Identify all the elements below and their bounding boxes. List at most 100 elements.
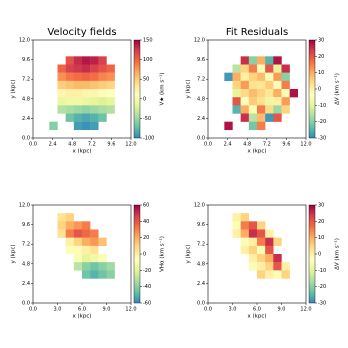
- cell: [98, 89, 107, 98]
- y-tick-label: 7.2: [22, 242, 30, 248]
- cell: [248, 113, 258, 122]
- cell: [273, 97, 282, 106]
- y-tick-label: 12.0: [19, 38, 30, 44]
- cell: [248, 97, 258, 106]
- cell: [98, 72, 107, 82]
- cell: [224, 121, 233, 131]
- cell: [281, 89, 290, 98]
- cell: [57, 72, 66, 82]
- cell: [82, 64, 91, 73]
- cell: [248, 89, 258, 98]
- colorbar: [308, 204, 316, 304]
- x-tick-label: 12.0: [300, 142, 311, 148]
- cell: [98, 237, 107, 247]
- x-tick-label: 2.4: [224, 142, 232, 148]
- cell: [82, 254, 91, 263]
- cell: [257, 72, 266, 82]
- x-tick-label: 3.0: [54, 307, 62, 313]
- cell: [49, 121, 58, 131]
- cell: [65, 105, 75, 114]
- x-tick-label: 4.8: [243, 142, 251, 148]
- cell: [248, 237, 258, 247]
- cell: [90, 89, 99, 98]
- cell: [281, 270, 290, 279]
- colorbar-tick-label: 100: [143, 57, 153, 63]
- cell: [273, 254, 282, 263]
- cell: [240, 237, 250, 247]
- cell: [82, 89, 91, 98]
- x-tick-label: 9.0: [278, 307, 286, 313]
- cell: [90, 113, 99, 122]
- cell: [248, 64, 258, 73]
- cell: [273, 64, 282, 73]
- colorbar-tick-label: 0: [318, 252, 321, 258]
- x-tick-label: 0.0: [29, 307, 37, 313]
- cell: [98, 270, 107, 279]
- cell: [57, 64, 66, 73]
- cell: [257, 237, 266, 247]
- cell: [106, 64, 115, 73]
- cell: [240, 229, 250, 238]
- x-tick-label: 7.2: [88, 142, 96, 148]
- cell: [82, 221, 91, 230]
- cell: [57, 89, 66, 98]
- cell: [98, 64, 107, 73]
- x-tick-label: 12.0: [125, 307, 136, 313]
- cell: [98, 105, 107, 114]
- cell: [73, 80, 83, 90]
- x-tick-label: 3.0: [229, 307, 237, 313]
- cell: [248, 221, 258, 230]
- cell: [73, 245, 83, 255]
- colorbar-label: ΔV (km s⁻¹): [334, 238, 341, 270]
- colorbar: [308, 39, 316, 139]
- cell: [90, 64, 99, 73]
- cell: [98, 80, 107, 90]
- colorbar-tick-label: 30: [318, 203, 324, 209]
- cell: [257, 262, 266, 271]
- cell: [82, 245, 91, 255]
- cell: [90, 245, 99, 255]
- cell: [82, 72, 91, 82]
- cell: [65, 97, 75, 106]
- cell: [106, 262, 115, 271]
- cell: [73, 254, 83, 263]
- cell: [82, 105, 91, 114]
- colorbar-tick-label: 0: [318, 87, 321, 93]
- x-axis-label: x (kpc): [73, 149, 92, 155]
- cell: [90, 105, 99, 114]
- cell: [82, 262, 91, 271]
- cell: [257, 56, 266, 65]
- cell: [73, 97, 83, 106]
- colorbar-tick-label: 30: [318, 38, 324, 44]
- cell: [65, 64, 75, 73]
- cell: [257, 245, 266, 255]
- colorbar-tick-label: 20: [143, 235, 149, 241]
- y-axis-label: y (kpc): [186, 80, 192, 99]
- cell: [82, 229, 91, 238]
- cell: [232, 105, 241, 114]
- cell: [90, 237, 99, 247]
- colorbar-label: ΔV (km s⁻¹): [334, 73, 341, 105]
- cell: [257, 64, 266, 73]
- cell: [265, 64, 274, 73]
- cell: [248, 56, 258, 65]
- y-tick-label: 7.2: [197, 77, 205, 83]
- cell: [240, 56, 250, 65]
- cell: [90, 254, 99, 263]
- cell: [73, 262, 83, 271]
- colorbar-tick-label: -10: [318, 103, 326, 109]
- colorbar-label: VHα (km s⁻¹): [159, 236, 166, 272]
- cell: [240, 64, 250, 73]
- cell: [265, 229, 274, 238]
- cell: [240, 89, 250, 98]
- y-tick-label: 7.2: [22, 77, 30, 83]
- x-tick-label: 6.0: [253, 307, 261, 313]
- cell: [82, 56, 91, 65]
- cell: [265, 97, 274, 106]
- colorbar-tick-label: 20: [318, 54, 324, 60]
- cell: [232, 89, 241, 98]
- axes-frame: [32, 39, 132, 139]
- cell: [73, 113, 83, 122]
- cell: [98, 113, 107, 122]
- cell: [248, 254, 258, 263]
